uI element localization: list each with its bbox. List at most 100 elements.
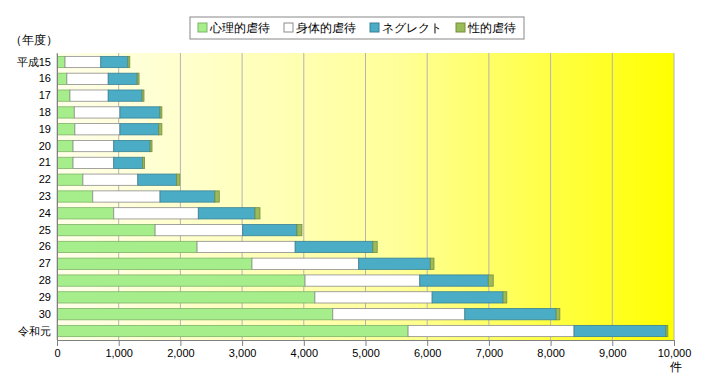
bar	[160, 191, 215, 202]
x-tick-label: 1,000	[105, 347, 133, 359]
legend-swatch	[198, 23, 207, 32]
bar	[128, 56, 130, 67]
bar	[420, 275, 488, 286]
bar	[73, 140, 114, 151]
bar	[408, 325, 574, 336]
y-tick-label: 20	[39, 140, 51, 152]
chart: 01,0002,0003,0004,0005,0006,0007,0008,00…	[0, 0, 714, 378]
bar	[101, 56, 128, 67]
legend-swatch	[370, 23, 379, 32]
x-tick: 4,000	[291, 340, 319, 359]
x-axis: 01,0002,0003,0004,0005,0006,0007,0008,00…	[54, 340, 691, 359]
y-tick-label: 16	[39, 72, 51, 84]
x-tick-label: 7,000	[476, 347, 504, 359]
y-tick: 17	[39, 89, 51, 101]
x-tick: 6,000	[414, 340, 442, 359]
y-tick-label: 22	[39, 173, 51, 185]
bar	[432, 292, 503, 303]
bar	[74, 107, 120, 118]
legend-swatch	[284, 23, 293, 32]
bar	[75, 124, 120, 135]
y-tick: 20	[39, 140, 51, 152]
legend-label: 心理的虐待	[209, 21, 270, 35]
legend-item: 心理的虐待	[198, 21, 270, 35]
bar	[142, 90, 144, 101]
x-tick-mark	[242, 340, 243, 346]
bar	[108, 90, 142, 101]
bar	[57, 124, 75, 135]
grid-line	[57, 53, 58, 340]
series	[128, 56, 668, 336]
y-tick-label: 19	[39, 123, 51, 135]
y-tick: 22	[39, 173, 51, 185]
x-tick-label: 2,000	[167, 347, 195, 359]
x-tick-mark	[180, 340, 181, 346]
grid-line	[674, 53, 675, 340]
bar	[57, 73, 67, 84]
bar	[83, 174, 138, 185]
bar	[57, 258, 252, 269]
legend-item: 性的虐待	[456, 21, 516, 35]
x-tick-label: 6,000	[414, 347, 442, 359]
y-tick-label: 令和元	[18, 325, 51, 337]
y-tick-label: 24	[39, 207, 51, 219]
x-tick: 10,000	[658, 340, 692, 359]
y-tick-label: 18	[39, 106, 51, 118]
bar	[114, 140, 150, 151]
y-tick-label: 25	[39, 224, 51, 236]
x-tick: 1,000	[105, 340, 133, 359]
legend-label: 身体的虐待	[296, 21, 356, 35]
bar	[488, 275, 493, 286]
x-tick: 5,000	[352, 340, 380, 359]
y-tick: 25	[39, 224, 51, 236]
x-tick: 0	[54, 340, 60, 359]
bar	[57, 292, 315, 303]
legend-item: ネグレクト	[370, 21, 442, 35]
bar	[295, 241, 373, 252]
x-tick-mark	[551, 340, 552, 346]
bar	[198, 208, 255, 219]
y-tick: 21	[39, 156, 51, 168]
bar	[143, 157, 145, 168]
bar	[297, 224, 302, 235]
bar	[57, 107, 74, 118]
y-tick: 平成15	[17, 56, 51, 68]
bar	[67, 73, 108, 84]
grid-line	[550, 53, 551, 340]
bar	[120, 107, 160, 118]
bar	[57, 140, 73, 151]
bar	[70, 90, 108, 101]
y-tick: 令和元	[18, 325, 51, 337]
bar	[159, 124, 162, 135]
x-tick: 2,000	[167, 340, 195, 359]
bar	[359, 258, 431, 269]
x-tick-label: 8,000	[537, 347, 565, 359]
bar	[155, 224, 243, 235]
bar	[137, 73, 139, 84]
bar	[215, 191, 219, 202]
bar	[120, 124, 159, 135]
y-tick: 30	[39, 308, 51, 320]
bar	[73, 157, 114, 168]
bar	[57, 174, 83, 185]
x-tick-mark	[427, 340, 428, 346]
bar	[57, 191, 93, 202]
y-tick: 16	[39, 72, 51, 84]
bar	[315, 292, 432, 303]
bar	[255, 208, 260, 219]
bar	[57, 241, 197, 252]
y-tick: 18	[39, 106, 51, 118]
bar	[197, 241, 295, 252]
y-tick-label: 27	[39, 257, 51, 269]
legend-label: ネグレクト	[382, 21, 442, 35]
y-tick: 29	[39, 291, 51, 303]
y-tick-label: 29	[39, 291, 51, 303]
y-tick: 27	[39, 257, 51, 269]
x-tick-label: 10,000	[658, 347, 692, 359]
y-tick: 28	[39, 274, 51, 286]
bar	[556, 309, 560, 320]
y-tick-label: 28	[39, 274, 51, 286]
bar	[503, 292, 507, 303]
y-tick-label: 21	[39, 156, 51, 168]
series	[101, 56, 666, 336]
